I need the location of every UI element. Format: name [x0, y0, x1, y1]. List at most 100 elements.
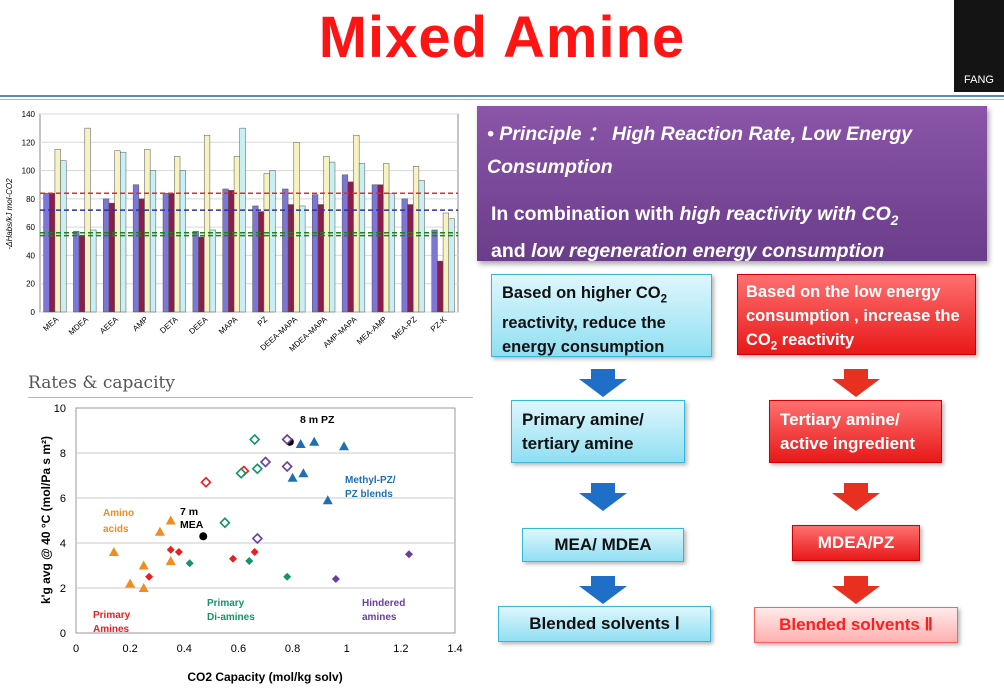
bar: [287, 204, 295, 313]
bar-plot-area: [39, 113, 459, 313]
bar-y-tick-label: 40: [26, 251, 35, 260]
bar-x-tick-label: MEA-AMP: [355, 315, 389, 347]
scatter-plot-area: [75, 407, 456, 634]
bar: [293, 142, 300, 313]
bar: [49, 192, 56, 313]
scatter-chart: 0 2 4 6 8 10 0 0.2 0.4 0.6 0.8 1 1.2 1.4 8 m PZ 7 mMEA…: [39, 403, 463, 684]
bar-y-tick-label: 20: [26, 280, 35, 289]
bar: [418, 180, 425, 313]
scatter-annotation: Di-amines: [207, 612, 255, 623]
scatter-point: [219, 517, 231, 529]
scatter-point: [229, 554, 238, 563]
bar: [233, 156, 240, 313]
scatter-x-tick-label: 0.2: [122, 643, 137, 655]
scatter-point: [245, 557, 254, 565]
scatter-point: [339, 441, 350, 451]
principle-body: In combination with high reactivity with…: [491, 199, 986, 266]
scatter-point: [108, 547, 119, 556]
bar: [282, 188, 289, 313]
bar: [162, 192, 169, 313]
down-arrow-icon: [579, 576, 627, 604]
bar-x-tick-label: PZ-K: [429, 314, 449, 333]
scatter-point: [251, 532, 264, 545]
scatter-point: [281, 460, 293, 473]
bar: [258, 211, 265, 313]
scatter-point: [154, 526, 165, 536]
principle-body-1: In combination with: [491, 203, 680, 225]
bar-x-tick-label: DEEA: [187, 314, 210, 336]
scatter-y-tick-label: 2: [60, 583, 66, 595]
scatter-point: [166, 545, 175, 554]
bar: [323, 156, 330, 313]
scatter-point: [125, 578, 136, 588]
scatter-x-tick-label: 0.6: [231, 643, 246, 655]
bar-y-tick-label: 140: [22, 110, 36, 119]
down-arrow-icon: [579, 483, 627, 511]
scatter-y-axis-label: k'g avg @ 40 °C (mol/Pa s m²): [39, 436, 53, 604]
left-box-1: Based on higher CO2 reactivity, reduce t…: [491, 274, 712, 357]
scatter-annotation: Hindered: [362, 598, 405, 609]
bar: [299, 205, 306, 313]
bar: [209, 229, 216, 313]
scatter-point: [200, 476, 212, 488]
scatter-annotation: Primary: [93, 610, 131, 621]
bar-y-axis-label: -ΔHabs/kJ mol-CO2: [5, 178, 14, 250]
scatter-y-tick-label: 4: [60, 538, 66, 550]
scatter-y-tick-label: 0: [60, 628, 66, 640]
header-rule: [0, 95, 1004, 97]
down-arrow-icon: [832, 369, 880, 397]
bar: [73, 231, 80, 313]
scatter-point: [322, 495, 333, 505]
scatter-point: [165, 515, 176, 525]
bar: [239, 127, 246, 313]
bar: [103, 198, 110, 313]
bar-x-tick-label: MAPA: [217, 314, 240, 336]
scatter-x-tick-label: 0.4: [177, 643, 192, 655]
bar: [132, 184, 140, 313]
bar: [203, 134, 211, 313]
down-arrow-icon: [579, 369, 627, 397]
bullet: •: [487, 123, 500, 145]
bar-y-tick-label: 120: [22, 138, 36, 147]
bar: [358, 163, 366, 313]
right-box-4: Blended solvents Ⅱ: [754, 607, 958, 643]
right-box-3: MDEA/PZ: [792, 525, 920, 561]
bar-x-tick-label: AMP: [131, 315, 150, 333]
bar: [263, 173, 270, 313]
principle-body-2: high reactivity with CO2: [679, 203, 899, 228]
bar: [412, 166, 420, 313]
bar: [329, 161, 336, 313]
scatter-annotation: 7 m: [180, 506, 198, 518]
bar: [388, 192, 395, 313]
scatter-annotation: PZ blends: [345, 489, 393, 500]
bar-x-tick-label: PZ: [256, 315, 270, 329]
scatter-point: [287, 472, 298, 482]
logo-text: FANG: [964, 74, 994, 86]
left-box-4: Blended solvents Ⅰ: [498, 606, 711, 642]
bar: [43, 192, 50, 313]
bar: [54, 149, 61, 313]
scatter-point: [283, 572, 292, 581]
scatter-annotation: Amino: [103, 508, 134, 519]
bar: [448, 218, 455, 313]
principle-heading-text: Principle ： High Reaction Rate, Low Ener…: [487, 123, 913, 178]
scatter-point: [259, 456, 272, 468]
scatter-point: [235, 467, 247, 479]
down-arrow-icon: [832, 576, 880, 604]
bar: [377, 184, 384, 313]
scatter-annotation: Primary: [207, 598, 245, 609]
left-box-2: Primary amine/ tertiary amine: [511, 400, 685, 463]
scatter-annotation: acids: [103, 524, 129, 535]
principle-body-4: low regeneration energy consumption: [531, 239, 885, 262]
rates-title: Rates & capacity: [28, 373, 175, 393]
principle-body-3: and: [491, 239, 532, 262]
bar: [437, 260, 444, 313]
bar: [341, 174, 349, 313]
bar-y-tick-label: 60: [26, 223, 35, 232]
bar: [383, 163, 390, 313]
bar: [401, 198, 408, 313]
principle-heading: • Principle ： High Reaction Rate, Low En…: [487, 118, 982, 184]
bar: [138, 198, 145, 313]
scatter-x-tick-label: 0: [73, 643, 79, 655]
scatter-x-tick-label: 0.8: [285, 643, 300, 655]
